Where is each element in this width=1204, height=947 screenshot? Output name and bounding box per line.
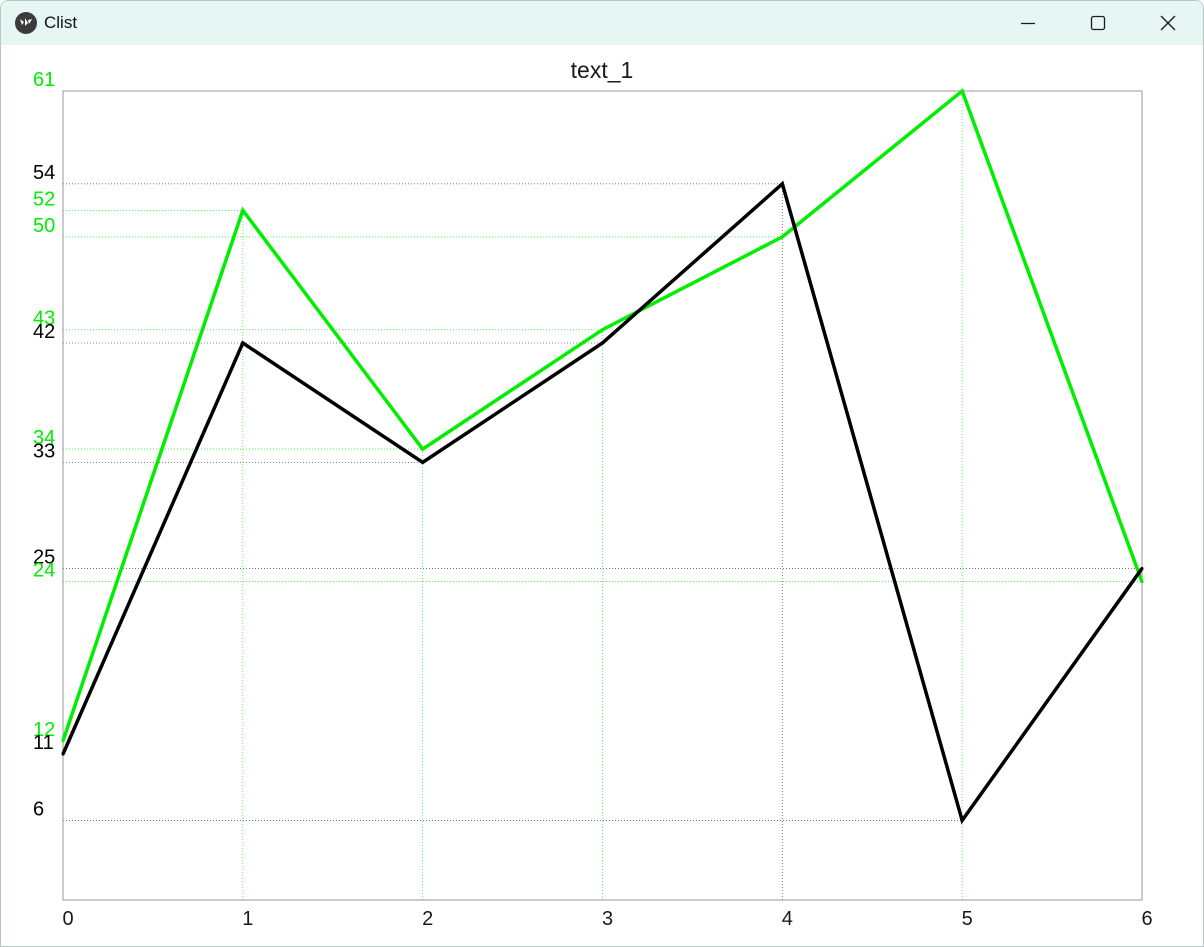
window-title: Clist [44, 13, 78, 32]
data-point [241, 341, 245, 345]
data-point [241, 208, 245, 212]
x-tick-label: 1 [242, 908, 253, 930]
y-value-label: 50 [33, 215, 55, 237]
x-tick-label: 2 [422, 908, 433, 930]
data-point [601, 328, 604, 332]
data-point [421, 460, 425, 464]
data-point [61, 739, 65, 743]
y-value-label: 34 [33, 427, 55, 449]
x-tick-label: 5 [962, 908, 973, 930]
y-value-label: 25 [33, 546, 55, 568]
series-lines [61, 88, 1144, 825]
minimize-button[interactable] [993, 1, 1063, 45]
minimize-icon [1021, 22, 1035, 25]
series-line-2 [61, 180, 1144, 825]
y-value-label: 54 [33, 162, 55, 184]
y-value-label: 42 [33, 321, 55, 343]
y-value-label: 11 [33, 732, 54, 754]
chart-title: text_1 [571, 57, 634, 83]
close-button[interactable] [1133, 1, 1203, 45]
data-point [960, 89, 964, 93]
data-point [780, 182, 784, 186]
plot-frame [62, 90, 1143, 901]
x-tick-label: 3 [602, 908, 613, 930]
grid-lines [62, 90, 1143, 900]
kivy-logo-icon [15, 12, 37, 34]
data-point [601, 341, 604, 345]
y-value-label: 61 [33, 69, 55, 91]
y-value-label: 12 [33, 719, 55, 741]
data-point [960, 818, 964, 822]
close-icon [1160, 15, 1176, 31]
data-point [61, 752, 65, 756]
x-tick-label: 6 [1141, 908, 1152, 930]
maximize-button[interactable] [1063, 1, 1133, 45]
y-value-label: 33 [33, 440, 55, 462]
x-tick-label: 4 [782, 908, 793, 930]
chart-area: text_1 0 1 2 3 4 5 6 61 54 52 50 43 42 34 33 25 24 12 11 6 [1, 45, 1203, 946]
data-point [1140, 580, 1144, 584]
data-point [780, 235, 784, 239]
series-line-1 [61, 88, 1144, 742]
y-value-label: 6 [33, 798, 44, 820]
title-bar[interactable]: Clist [1, 1, 1203, 45]
x-tick-label: 0 [62, 908, 73, 930]
data-point [1140, 566, 1144, 570]
data-point [421, 447, 425, 451]
y-value-label: 43 [33, 308, 55, 330]
y-value-label: 24 [33, 560, 55, 582]
y-value-label: 52 [33, 188, 55, 210]
maximize-icon [1090, 15, 1106, 31]
